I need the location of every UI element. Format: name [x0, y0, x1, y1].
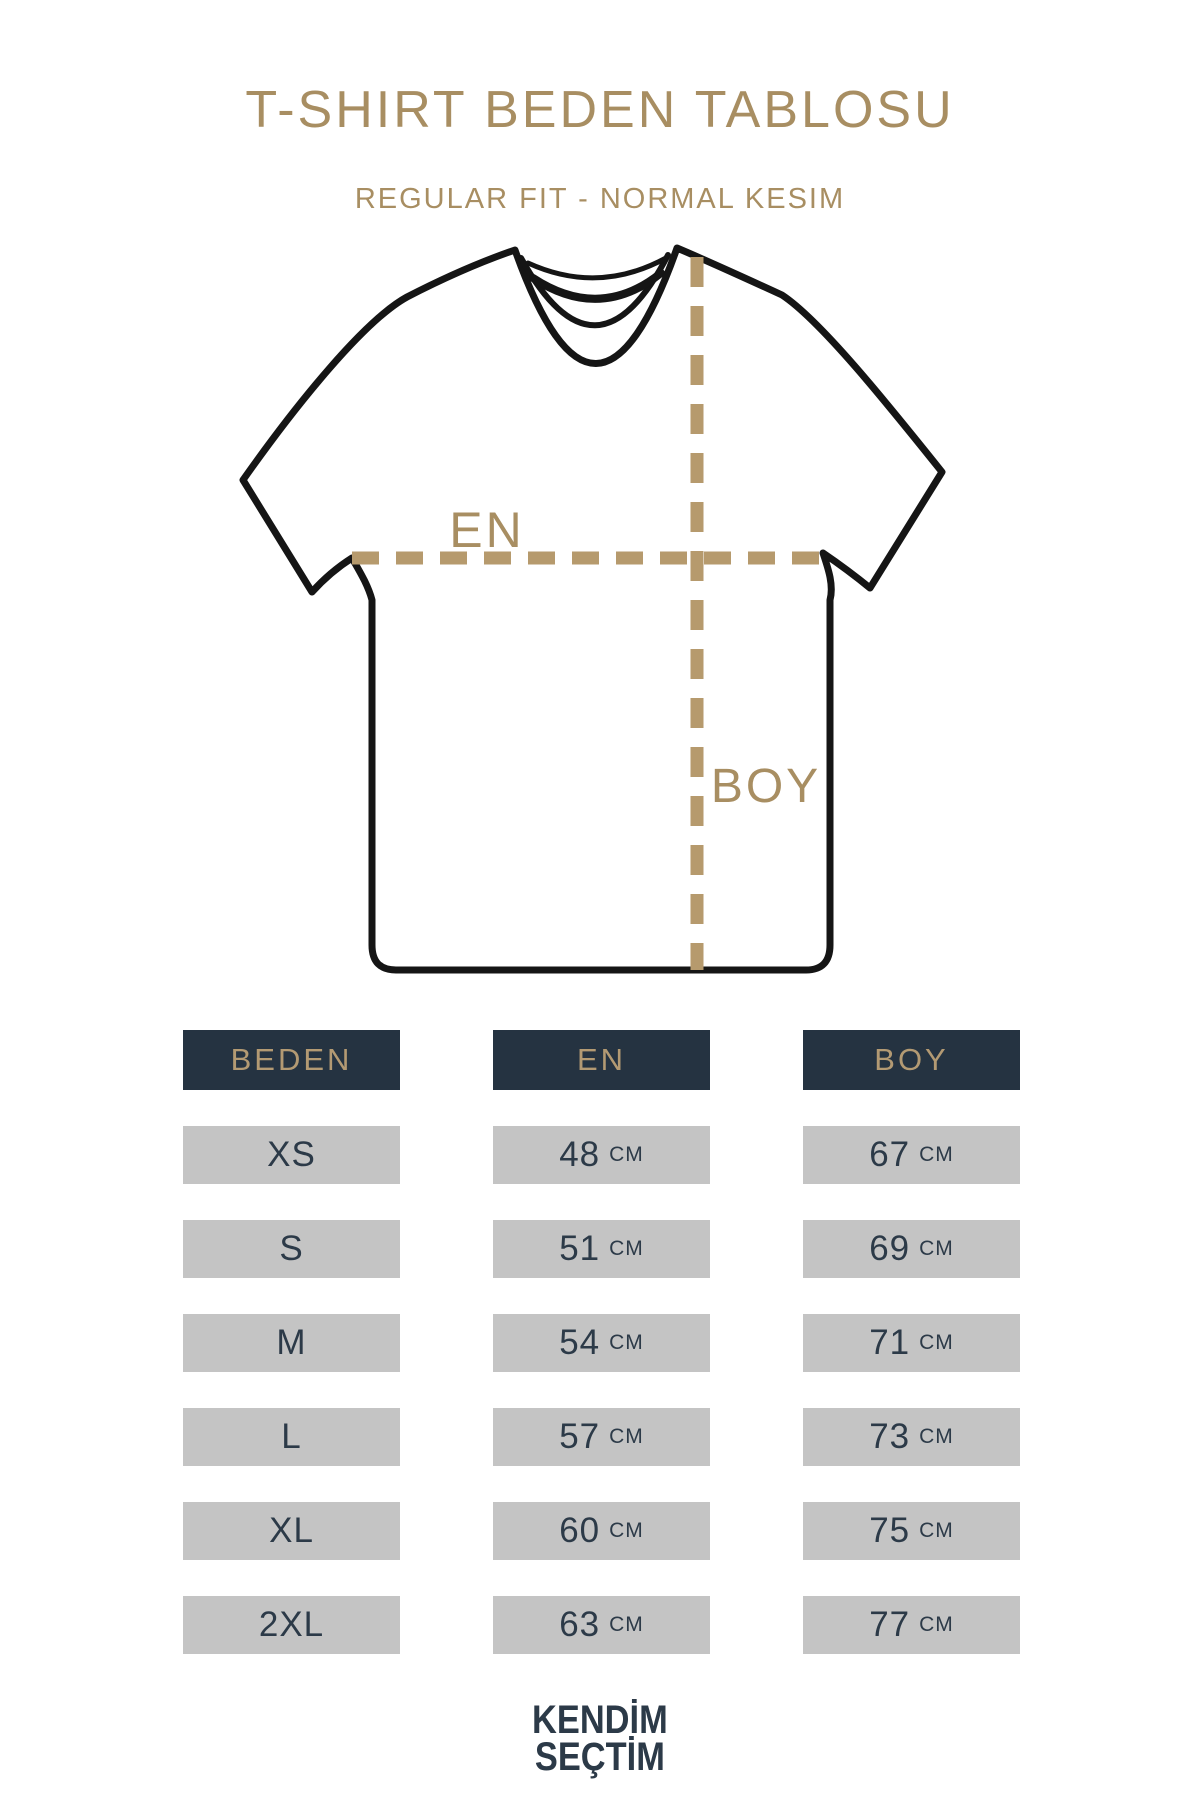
length-value: 73 — [869, 1417, 911, 1456]
collar-back-top-line — [525, 255, 669, 281]
width-value: 60 — [559, 1511, 601, 1550]
length-value: 67 — [869, 1135, 911, 1174]
length-value: 77 — [869, 1605, 911, 1644]
width-value-cell: 63 CM — [493, 1596, 710, 1654]
unit-label: CM — [919, 1143, 954, 1166]
unit-label: CM — [919, 1613, 954, 1636]
page-subtitle: REGULAR FIT - NORMAL KESIM — [354, 183, 846, 215]
unit-label: CM — [919, 1519, 954, 1542]
tshirt-outline — [239, 244, 946, 974]
brand-line2: SEÇTİM — [535, 1734, 665, 1779]
length-value: 71 — [869, 1323, 911, 1362]
unit-label: CM — [919, 1331, 954, 1354]
width-value-cell: 51 CM — [493, 1220, 710, 1278]
brand-line1: KENDİM — [532, 1698, 668, 1742]
unit-label: CM — [919, 1237, 954, 1260]
length-value-cell: 73 CM — [803, 1408, 1020, 1466]
size-cell: XL — [183, 1502, 400, 1560]
length-value-cell: 69 CM — [803, 1220, 1020, 1278]
unit-label: CM — [609, 1143, 644, 1166]
collar-back-seam — [529, 269, 665, 303]
length-value: 69 — [869, 1229, 911, 1268]
width-value-cell: 57 CM — [493, 1408, 710, 1466]
size-cell: L — [183, 1408, 400, 1466]
tshirt-diagram: EN BOY — [239, 244, 946, 984]
column-header-size: BEDEN — [183, 1030, 400, 1090]
unit-label: CM — [919, 1425, 954, 1448]
length-label: BOY — [711, 760, 821, 813]
size-cell: 2XL — [183, 1596, 400, 1654]
size-cell: M — [183, 1314, 400, 1372]
length-value-cell: 71 CM — [803, 1314, 1020, 1372]
unit-label: CM — [609, 1237, 644, 1260]
width-value: 51 — [559, 1229, 601, 1268]
length-value-cell: 77 CM — [803, 1596, 1020, 1654]
size-table: BEDEN EN BOY XS 48 CM 67 CM S 51 CM 69 CM M 54 CM 71 C… — [183, 1030, 1020, 1654]
width-label: EN — [449, 502, 524, 558]
unit-label: CM — [609, 1425, 644, 1448]
unit-label: CM — [609, 1519, 644, 1542]
length-value: 75 — [869, 1511, 911, 1550]
page-title: T-SHIRT BEDEN TABLOSU — [245, 81, 955, 139]
size-cell: S — [183, 1220, 400, 1278]
width-value: 63 — [559, 1605, 601, 1644]
length-value-cell: 75 CM — [803, 1502, 1020, 1560]
width-value: 57 — [559, 1417, 601, 1456]
size-cell: XS — [183, 1126, 400, 1184]
width-value: 48 — [559, 1135, 601, 1174]
column-header-length: BOY — [803, 1030, 1020, 1090]
width-value-cell: 54 CM — [493, 1314, 710, 1372]
width-value: 54 — [559, 1323, 601, 1362]
width-value-cell: 48 CM — [493, 1126, 710, 1184]
brand-logo-text: KENDİM SEÇTİM — [532, 1698, 668, 1779]
length-value-cell: 67 CM — [803, 1126, 1020, 1184]
width-value-cell: 60 CM — [493, 1502, 710, 1560]
brand-logo: KENDİM SEÇTİM — [0, 1698, 1200, 1779]
column-header-width: EN — [493, 1030, 710, 1090]
unit-label: CM — [609, 1331, 644, 1354]
unit-label: CM — [609, 1613, 644, 1636]
